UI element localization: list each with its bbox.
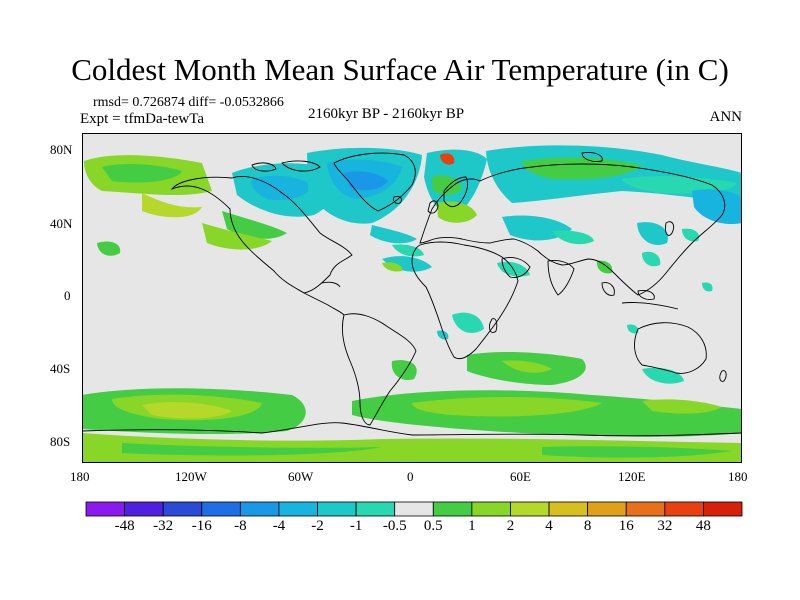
colorbar-swatch xyxy=(703,501,743,517)
lon-label-120e: 120E xyxy=(618,469,646,484)
colorbar-label: -32 xyxy=(153,518,174,534)
colorbar-label: 1 xyxy=(468,518,476,534)
colorbar-swatch xyxy=(587,501,627,517)
colorbar-swatch xyxy=(432,501,473,517)
season-text: ANN xyxy=(709,109,743,125)
colorbar-label: -48 xyxy=(114,518,135,534)
lat-label-80s: 80S xyxy=(50,434,71,449)
colorbar-swatch xyxy=(471,501,511,517)
map-title: Coldest Month Mean Surface Air Temperatu… xyxy=(71,52,729,87)
colorbar-swatch xyxy=(162,501,203,517)
lon-label-60w: 60W xyxy=(288,469,314,484)
colorbar-label: 4 xyxy=(545,518,553,534)
lat-label-80n: 80N xyxy=(50,142,73,157)
colorbar-label: 32 xyxy=(657,518,673,534)
colorbar-label: 48 xyxy=(695,518,711,534)
map-frame xyxy=(82,133,742,463)
colorbar-swatch xyxy=(85,501,125,517)
colorbar-label: -2 xyxy=(311,518,324,534)
colorbar-swatch xyxy=(278,501,318,517)
colorbar-label: 0.5 xyxy=(423,518,443,534)
lat-label-0: 0 xyxy=(64,288,71,303)
lon-label-180e: 180 xyxy=(728,469,748,484)
colorbar-swatch xyxy=(355,501,396,517)
colorbar-swatch xyxy=(625,501,666,517)
lon-label-60e: 60E xyxy=(510,469,531,484)
colorbar-label: 16 xyxy=(618,518,634,534)
colorbar-swatch xyxy=(548,501,589,517)
colorbar-swatch xyxy=(201,501,241,517)
colorbar-label: 2 xyxy=(506,518,515,534)
period-text: 2160kyr BP - 2160kyr BP xyxy=(308,106,465,122)
colorbar-label: 8 xyxy=(583,518,592,534)
colorbar-label: -0.5 xyxy=(382,518,407,534)
colorbar xyxy=(85,501,743,517)
lat-label-40n: 40N xyxy=(50,216,73,231)
lon-label-120w: 120W xyxy=(175,469,207,484)
colorbar-label: -16 xyxy=(191,518,212,534)
colorbar-swatch xyxy=(510,501,550,517)
colorbar-swatch xyxy=(664,501,704,517)
colorbar-label: -8 xyxy=(234,518,247,534)
coastlines xyxy=(82,152,742,437)
colorbar-swatch xyxy=(239,501,280,517)
lon-label-180w: 180 xyxy=(70,469,90,484)
anomaly-fields xyxy=(82,145,742,463)
colorbar-label: -4 xyxy=(272,518,286,534)
temperature-map xyxy=(82,133,742,463)
colorbar-label: -1 xyxy=(349,518,363,534)
colorbar-swatch xyxy=(317,501,357,517)
stats-text: rmsd= 0.726874 diff= -0.0532866 xyxy=(93,95,284,110)
lon-label-0: 0 xyxy=(407,469,414,484)
experiment-text: Expt = tfmDa-tewTa xyxy=(80,111,205,127)
colorbar-swatch xyxy=(124,501,164,517)
lat-label-40s: 40S xyxy=(50,361,71,376)
colorbar-swatch xyxy=(394,501,434,517)
